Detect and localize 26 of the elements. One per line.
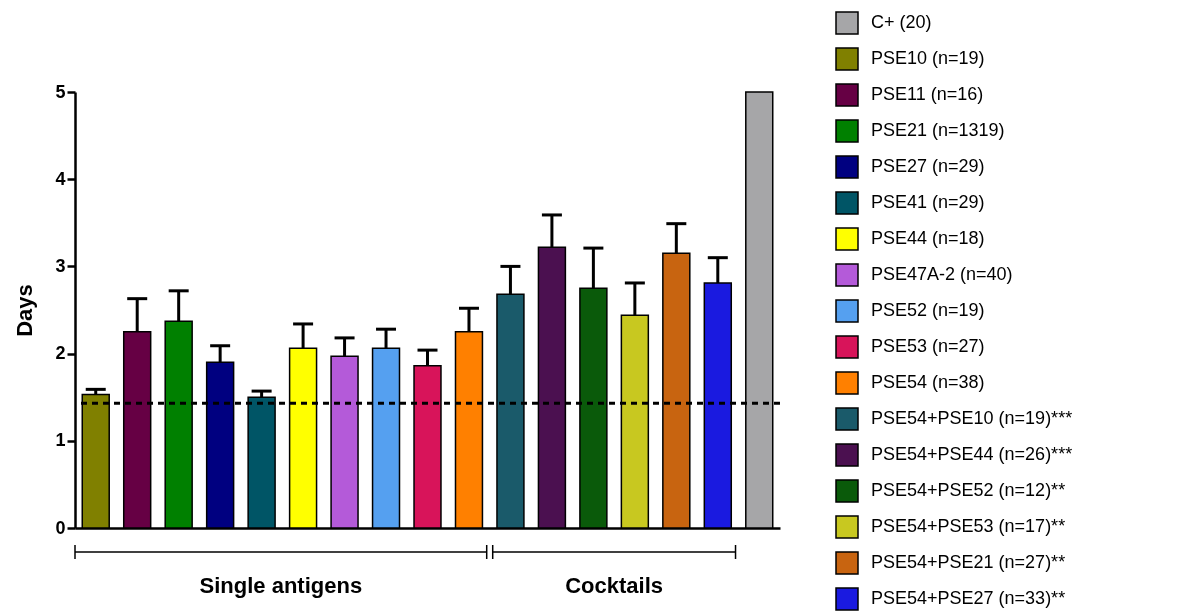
y-tick-label: 1 [55, 430, 66, 451]
y-tick-label: 0 [55, 517, 66, 538]
legend-label: C+ (20) [871, 12, 932, 32]
legend-label: PSE11 (n=16) [871, 84, 984, 104]
y-tick-label: 5 [55, 81, 66, 102]
y-tick-label: 4 [55, 168, 66, 189]
legend-label: PSE54+PSE52 (n=12)** [871, 480, 1066, 500]
legend-label: PSE41 (n=29) [871, 192, 985, 212]
legend-label: PSE47A-2 (n=40) [871, 264, 1013, 284]
legend-label: PSE21 (n=1319) [871, 120, 1005, 140]
y-axis-title: Days [12, 284, 38, 337]
legend-label: PSE27 (n=29) [871, 156, 985, 176]
legend-label: PSE54+PSE44 (n=26)*** [871, 444, 1073, 464]
legend-label: PSE54+PSE53 (n=17)** [871, 516, 1066, 536]
legend-label: PSE53 (n=27) [871, 336, 985, 356]
legend-label: PSE52 (n=19) [871, 300, 985, 320]
legend-label: PSE54+PSE27 (n=33)** [871, 588, 1066, 608]
legend-label: PSE44 (n=18) [871, 228, 985, 248]
legend-label: PSE10 (n=19) [871, 48, 985, 68]
text: Cocktails [565, 573, 664, 598]
y-tick-label: 3 [55, 255, 66, 276]
text: Single antigens [199, 573, 363, 598]
legend-label: PSE54+PSE10 (n=19)*** [871, 408, 1073, 428]
legend-label: PSE54 (n=38) [871, 372, 985, 392]
legend-label: PSE54+PSE21 (n=27)** [871, 552, 1066, 572]
y-tick-label: 2 [55, 343, 66, 364]
